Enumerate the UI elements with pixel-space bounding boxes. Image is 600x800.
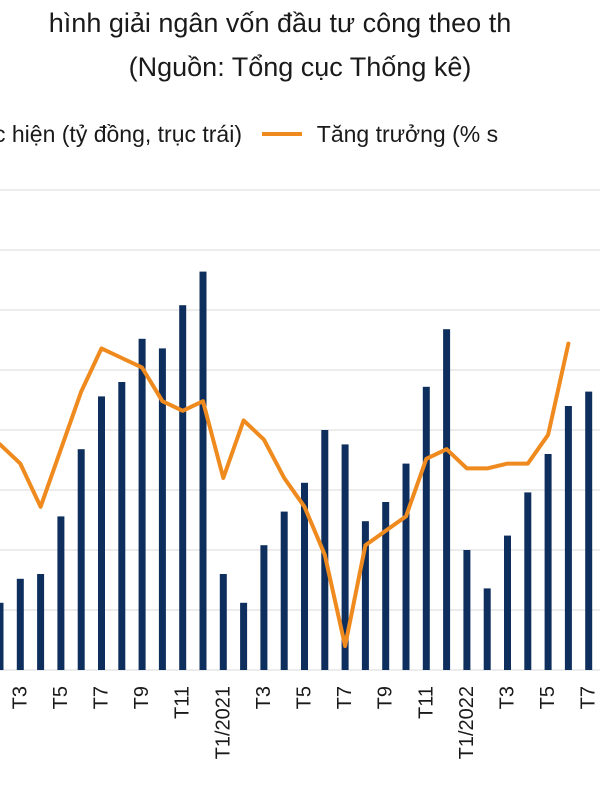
bar — [280, 511, 288, 670]
bar — [524, 492, 532, 670]
bar — [98, 396, 105, 670]
legend-line-swatch — [262, 131, 303, 136]
bar — [544, 454, 552, 670]
bar — [301, 482, 308, 670]
bar — [382, 502, 390, 670]
bar — [564, 406, 572, 670]
bar — [16, 578, 24, 670]
x-tick-label: T5 — [50, 686, 72, 709]
x-tick-label: T11 — [172, 686, 194, 719]
bar — [199, 271, 207, 670]
bar — [118, 382, 126, 670]
legend-line-label: Tăng trưởng (% s — [316, 120, 499, 147]
x-axis: T3 T5 T7 T9 T11 T1/2021 T3 T5 T7 T9 T11 T1/2022 T3 T5… — [9, 686, 599, 759]
bar — [504, 535, 511, 670]
bar-series — [0, 271, 593, 670]
x-tick-label: T11 — [415, 686, 437, 719]
chart-subtitle: (Nguồn: Tổng cục Thống kê) — [128, 52, 472, 82]
x-tick-label: T3 — [497, 686, 519, 709]
chart-legend: c hiện (tỷ đồng, trục trái) Tăng trưởng … — [0, 112, 498, 152]
x-tick-label: T7 — [578, 686, 600, 709]
bar — [463, 550, 471, 670]
bar — [179, 305, 187, 670]
bar — [402, 463, 410, 670]
bar — [77, 449, 85, 670]
x-tick-label: T9 — [131, 686, 153, 709]
x-tick-label: T3 — [253, 686, 275, 709]
x-tick-label: T1/2022 — [456, 686, 478, 759]
bar — [240, 602, 248, 670]
x-tick-label: T5 — [294, 686, 316, 709]
x-tick-label: T7 — [334, 686, 356, 709]
bar — [361, 521, 369, 670]
x-tick-label: T1/2021 — [212, 686, 234, 759]
bar — [443, 329, 451, 670]
bar — [483, 588, 491, 670]
bar — [219, 574, 227, 670]
x-tick-label: T5 — [537, 686, 559, 709]
bar — [138, 338, 146, 670]
bar — [260, 545, 268, 670]
bar — [37, 574, 45, 670]
x-tick-label: T9 — [375, 686, 397, 709]
bar — [57, 516, 65, 670]
bar — [422, 386, 430, 670]
line-series — [0, 341, 571, 648]
x-tick-label: T3 — [9, 686, 31, 709]
x-tick-label: T7 — [91, 686, 113, 709]
growth-line — [0, 341, 571, 648]
bar — [158, 348, 166, 670]
bar — [0, 602, 4, 670]
chart-title: hình giải ngân vốn đầu tư công theo th — [48, 8, 512, 38]
legend-bar-label: c hiện (tỷ đồng, trục trái) — [0, 120, 242, 147]
bar — [585, 391, 593, 670]
bar — [341, 444, 349, 670]
